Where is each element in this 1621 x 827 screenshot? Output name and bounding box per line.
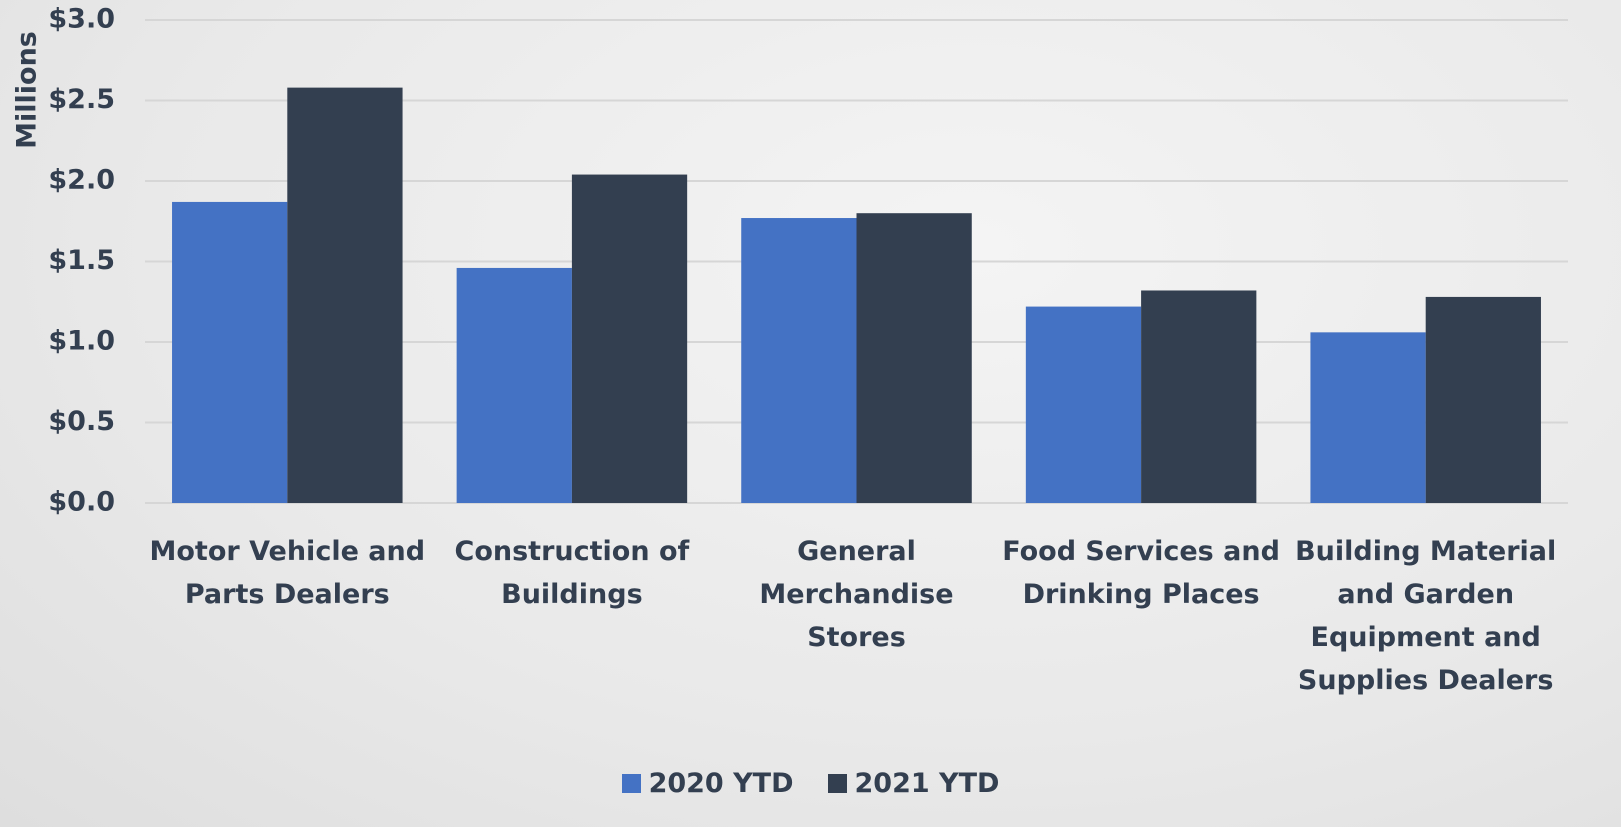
y-tick-label: $1.0 [48, 326, 115, 357]
x-tick-label: Construction of Buildings [454, 536, 690, 610]
bar [1025, 306, 1142, 503]
y-tick-label: $0.5 [48, 406, 115, 437]
bar [1141, 290, 1257, 503]
y-tick-label: $0.0 [48, 487, 115, 518]
legend-swatch [827, 774, 847, 793]
x-tick-label: Food Services and Drinking Places [1002, 536, 1280, 610]
x-tick-label: General Merchandise Stores [759, 536, 954, 653]
y-axis-label: Millions [12, 31, 43, 149]
y-tick-label: $2.0 [48, 165, 115, 196]
legend: 2020 YTD 2021 YTD [0, 768, 1621, 799]
y-tick-label: $3.0 [48, 4, 115, 35]
y-tick-label: $2.5 [48, 84, 115, 115]
bar [741, 218, 857, 503]
bar [571, 174, 688, 503]
legend-item: 2020 YTD [621, 768, 794, 799]
bar [856, 213, 972, 503]
x-tick-label: Motor Vehicle and Parts Dealers [149, 536, 426, 610]
bar [456, 267, 572, 503]
legend-label: 2020 YTD [648, 768, 794, 799]
y-tick-label: $1.5 [48, 245, 115, 276]
bar [172, 201, 288, 503]
bar [1425, 296, 1541, 503]
bar [1310, 332, 1426, 503]
legend-label: 2021 YTD [854, 768, 1000, 799]
legend-swatch [621, 774, 641, 793]
legend-item: 2021 YTD [827, 768, 1000, 799]
bar [287, 87, 403, 504]
x-tick-label: Building Material and Garden Equipment a… [1295, 536, 1557, 696]
